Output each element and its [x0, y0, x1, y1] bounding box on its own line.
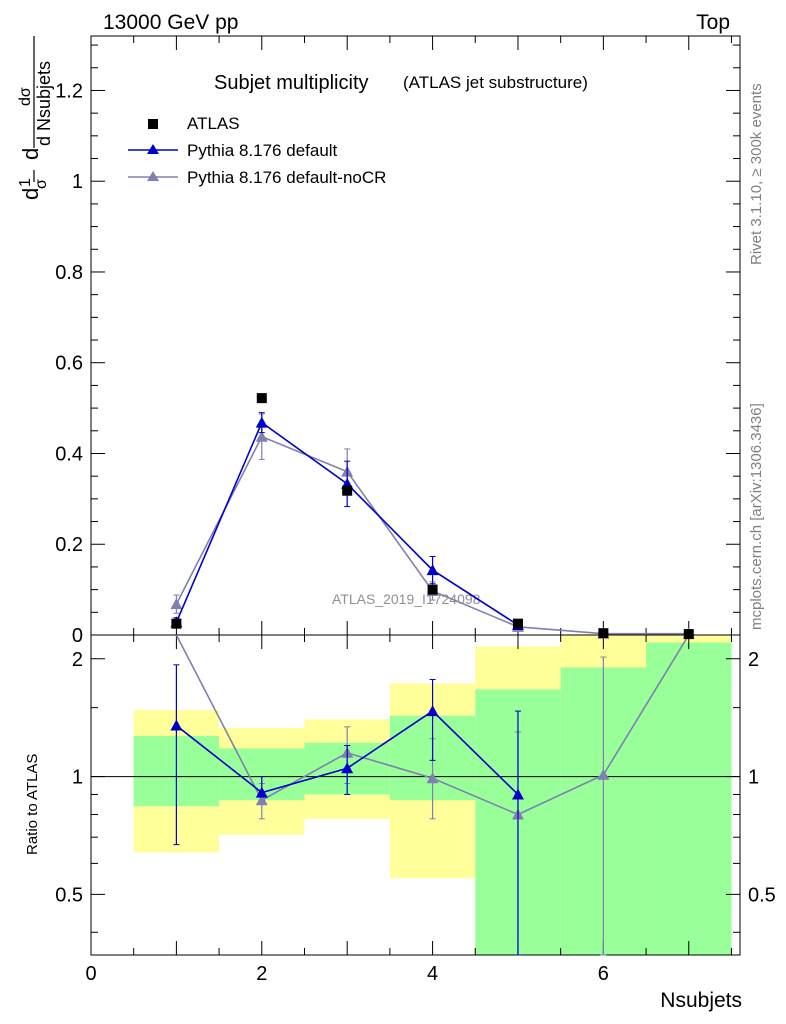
analysis-watermark: ATLAS_2019_I1724098	[332, 591, 481, 607]
series-point-default	[255, 416, 268, 428]
atlas-data-point	[427, 584, 438, 595]
ratio-tick-label-right: 2	[748, 649, 759, 671]
ratio-point-default	[255, 786, 268, 798]
y-tick-label: 0.6	[55, 353, 83, 375]
y-tick-label: 0.4	[55, 443, 83, 465]
legend-label-nocr: Pythia 8.176 default-noCR	[187, 168, 386, 187]
series-point-default	[426, 564, 439, 576]
y-tick-label: 0.2	[55, 534, 83, 556]
legend-marker-nocr	[147, 171, 159, 181]
x-tick-label: 2	[256, 963, 267, 985]
ratio-tick-label-right: 1	[748, 767, 759, 789]
legend-marker-atlas	[148, 119, 158, 129]
ylabel-dnsubjets: d Nsubjets	[34, 61, 54, 146]
ylabel-denominator-d: d	[18, 188, 43, 200]
y-tick-label: 0	[72, 625, 83, 647]
ylabel-sigma: σ	[33, 179, 50, 189]
ratio-tick-label: 1	[72, 767, 83, 789]
ratio-point-nocr	[597, 768, 610, 780]
series-layer	[170, 393, 695, 956]
y-tick-label: 1	[72, 171, 83, 193]
chart-subtitle: (ATLAS jet substructure)	[403, 73, 588, 92]
energy-label: 13000 GeV pp	[103, 11, 238, 34]
x-axis-label: Nsubjets	[660, 989, 742, 1012]
mcplots-label: mcplots.cern.ch [arXiv:1306.3436]	[748, 403, 765, 630]
ratio-point-default	[341, 762, 354, 774]
x-tick-label: 0	[85, 963, 96, 985]
ratio-bands	[91, 635, 740, 955]
atlas-data-point	[512, 618, 523, 629]
rivet-label: Rivet 3.1.10, ≥ 300k events	[748, 83, 765, 265]
ratio-point-nocr	[426, 772, 439, 784]
ratio-y-label: Ratio to ATLAS	[24, 754, 41, 855]
legend: ATLAS Pythia 8.176 default Pythia 8.176 …	[128, 114, 386, 187]
atlas-data-point	[342, 485, 353, 496]
atlas-data-point	[171, 618, 182, 629]
y-tick-label: 0.8	[55, 262, 83, 284]
legend-label-default: Pythia 8.176 default	[187, 141, 338, 160]
x-tick-label: 6	[598, 963, 609, 985]
atlas-data-point	[256, 393, 267, 404]
ylabel-dsigma: dσ	[17, 87, 34, 106]
x-tick-label: 4	[427, 963, 438, 985]
ylabel-d: d	[18, 148, 43, 160]
ratio-tick-label-right: 0.5	[748, 884, 776, 906]
ratio-frame	[90, 634, 741, 956]
ratio-point-default	[426, 705, 439, 717]
ratio-tick-label: 2	[72, 649, 83, 671]
legend-label-atlas: ATLAS	[187, 114, 240, 133]
ylabel-one: 1	[17, 178, 34, 187]
ratio-point-default	[170, 719, 183, 731]
process-label: Top	[696, 11, 730, 34]
chart-title: Subjet multiplicity	[214, 72, 369, 94]
ratio-point-nocr	[255, 794, 268, 806]
ratio-tick-label: 0.5	[55, 884, 83, 906]
y-tick-label: 1.2	[55, 80, 83, 102]
y-axis-label: d 1 σ d dσ d Nsubjets	[17, 36, 54, 200]
band-green-bin	[646, 642, 732, 955]
atlas-data-point	[598, 628, 609, 639]
legend-marker-default	[147, 144, 159, 154]
series-point-nocr	[255, 430, 268, 442]
series-point-nocr	[170, 598, 183, 610]
ratio-point-default	[511, 788, 524, 800]
atlas-data-point	[683, 629, 694, 640]
